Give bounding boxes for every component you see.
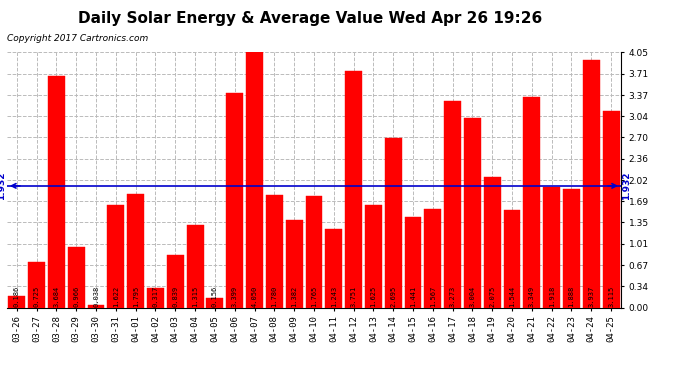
Text: Copyright 2017 Cartronics.com: Copyright 2017 Cartronics.com bbox=[7, 34, 148, 43]
Text: 1.441: 1.441 bbox=[410, 286, 416, 307]
Text: 1.567: 1.567 bbox=[430, 286, 436, 307]
Text: 1.780: 1.780 bbox=[271, 286, 277, 307]
Bar bbox=[404, 217, 422, 308]
Text: 1.918: 1.918 bbox=[549, 286, 555, 307]
Text: 1.544: 1.544 bbox=[509, 286, 515, 307]
Text: 1.382: 1.382 bbox=[291, 286, 297, 307]
Text: 1.315: 1.315 bbox=[192, 286, 198, 307]
Bar bbox=[326, 229, 342, 308]
Bar bbox=[108, 206, 124, 308]
Bar bbox=[68, 247, 85, 308]
Text: 4.050: 4.050 bbox=[252, 286, 257, 307]
Text: 1.625: 1.625 bbox=[371, 286, 376, 307]
Bar bbox=[345, 71, 362, 308]
Text: 1.765: 1.765 bbox=[311, 286, 317, 307]
Bar bbox=[206, 298, 224, 307]
Bar bbox=[306, 196, 322, 308]
Bar bbox=[543, 187, 560, 308]
Bar bbox=[504, 210, 520, 308]
Text: 0.966: 0.966 bbox=[73, 286, 79, 307]
Text: 0.725: 0.725 bbox=[34, 286, 39, 307]
Bar bbox=[464, 118, 481, 308]
Text: 2.695: 2.695 bbox=[390, 286, 396, 307]
Bar bbox=[88, 305, 104, 308]
Bar bbox=[286, 220, 302, 308]
Text: 3.399: 3.399 bbox=[232, 286, 238, 307]
Bar bbox=[524, 97, 540, 308]
Bar bbox=[365, 205, 382, 308]
Text: 3.349: 3.349 bbox=[529, 286, 535, 307]
Text: 0.317: 0.317 bbox=[152, 286, 159, 307]
Bar bbox=[484, 177, 501, 308]
Text: 3.751: 3.751 bbox=[351, 286, 357, 307]
Text: 0.156: 0.156 bbox=[212, 286, 218, 307]
Text: 0.038: 0.038 bbox=[93, 286, 99, 307]
Bar bbox=[583, 60, 600, 308]
Bar bbox=[167, 255, 184, 308]
Bar bbox=[127, 195, 144, 308]
Bar bbox=[266, 195, 283, 308]
Text: 3.273: 3.273 bbox=[450, 286, 455, 307]
Bar bbox=[424, 209, 441, 308]
Text: 1.932: 1.932 bbox=[0, 172, 6, 200]
Text: 3.937: 3.937 bbox=[589, 286, 594, 307]
Text: 0.839: 0.839 bbox=[172, 286, 178, 307]
Bar bbox=[246, 53, 263, 308]
Text: 1.932: 1.932 bbox=[622, 172, 631, 200]
Bar bbox=[8, 296, 26, 307]
Text: Daily Solar Energy & Average Value Wed Apr 26 19:26: Daily Solar Energy & Average Value Wed A… bbox=[79, 11, 542, 26]
Text: 3.004: 3.004 bbox=[469, 286, 475, 307]
Text: 3.115: 3.115 bbox=[608, 286, 614, 307]
Text: 2.075: 2.075 bbox=[489, 286, 495, 307]
Bar bbox=[563, 189, 580, 308]
Text: 1.243: 1.243 bbox=[331, 286, 337, 307]
Text: 1.622: 1.622 bbox=[113, 286, 119, 307]
Text: 1.888: 1.888 bbox=[569, 286, 575, 307]
Text: 0.186: 0.186 bbox=[14, 286, 20, 307]
Text: 1.795: 1.795 bbox=[132, 286, 139, 307]
Bar bbox=[602, 111, 620, 308]
Bar bbox=[444, 101, 461, 308]
Bar bbox=[48, 75, 65, 308]
Bar bbox=[28, 262, 45, 308]
Bar bbox=[187, 225, 204, 308]
Bar bbox=[147, 288, 164, 308]
Bar bbox=[385, 138, 402, 308]
Text: 3.684: 3.684 bbox=[53, 286, 59, 307]
Bar bbox=[226, 93, 243, 308]
